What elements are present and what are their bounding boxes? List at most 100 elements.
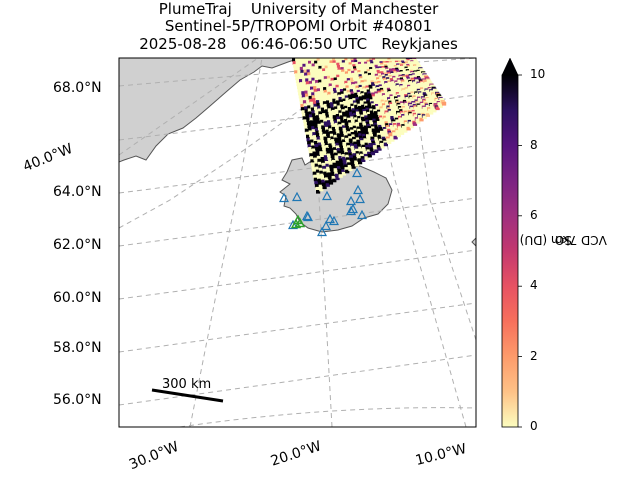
swath-pixel: [370, 151, 376, 156]
swath-pixel: [331, 175, 336, 180]
swath-pixel: [336, 148, 341, 152]
swath-pixel: [349, 155, 354, 159]
swath-pixel: [367, 128, 373, 132]
swath-pixel: [335, 111, 340, 115]
swath-pixel: [361, 93, 366, 97]
swath-pixel: [364, 92, 369, 96]
swath-pixel: [422, 115, 427, 120]
swath-pixel: [366, 67, 371, 71]
swath-pixel: [319, 68, 324, 73]
swath-pixel: [357, 131, 362, 135]
swath-pixel: [338, 124, 343, 128]
swath-pixel: [357, 70, 362, 74]
swath-pixel: [343, 119, 349, 123]
swath-pixel: [362, 65, 367, 70]
swath-pixel: [316, 85, 321, 90]
swath-pixel: [331, 93, 336, 98]
swath-pixel: [340, 91, 345, 95]
swath-pixel: [308, 60, 313, 65]
swath-pixel: [351, 93, 356, 98]
swath-pixel: [325, 129, 330, 134]
swath-pixel: [370, 124, 375, 128]
swath-pixel: [352, 136, 357, 141]
swath-pixel: [358, 108, 363, 112]
swath-pixel: [320, 138, 325, 142]
swath-pixel: [340, 104, 345, 108]
swath-pixel: [313, 88, 318, 93]
swath-pixel: [343, 90, 348, 95]
swath-pixel: [327, 105, 332, 110]
colorbar-tick-6: 6: [530, 208, 538, 222]
swath-pixel: [329, 146, 334, 150]
swath-pixel: [389, 136, 394, 140]
swath-pixel: [311, 60, 316, 65]
swath-pixel: [339, 161, 344, 165]
swath-pixel: [345, 154, 350, 159]
swath-pixel: [369, 122, 375, 126]
swath-pixel: [362, 136, 367, 140]
swath-pixel: [382, 105, 387, 109]
swath-pixel: [311, 162, 316, 166]
swath-pixel: [329, 99, 334, 104]
swath-pixel: [338, 138, 343, 143]
swath-pixel: [334, 80, 339, 84]
swath-pixel: [331, 159, 337, 164]
swath-pixel: [376, 143, 381, 147]
swath-pixel: [353, 77, 358, 81]
swath-pixel: [343, 66, 348, 71]
swath-pixel: [371, 105, 376, 109]
swath-pixel: [338, 110, 343, 114]
swath-pixel: [328, 70, 333, 75]
swath-pixel: [325, 112, 330, 116]
swath-pixel: [358, 94, 363, 98]
swath-pixel: [377, 100, 382, 105]
swath-pixel: [310, 120, 315, 124]
swath-pixel: [309, 98, 314, 103]
swath-pixel: [328, 125, 333, 130]
swath-pixel: [378, 82, 383, 87]
swath-pixel: [320, 119, 325, 124]
swath-pixel: [309, 136, 314, 140]
swath-pixel: [344, 167, 349, 171]
swath-pixel: [327, 175, 332, 179]
swath-pixel: [295, 79, 301, 84]
volcano-triangle-icon: [317, 226, 327, 237]
swath-pixel: [344, 105, 349, 110]
swath-pixel: [324, 124, 329, 128]
swath-pixel: [350, 79, 355, 84]
swath-pixel: [369, 97, 374, 101]
swath-pixel: [306, 87, 312, 91]
swath-pixel: [336, 116, 341, 121]
swath-pixel: [378, 138, 383, 143]
swath-pixel: [355, 64, 360, 68]
swath-pixel: [316, 155, 321, 160]
swath-pixel: [358, 82, 363, 87]
swath-pixel: [361, 82, 366, 86]
swath-pixel: [348, 150, 353, 154]
swath-pixel: [346, 102, 351, 106]
swath-pixel: [350, 160, 355, 164]
swath-pixel: [316, 118, 321, 122]
swath-pixel: [317, 158, 322, 163]
swath-pixel: [320, 104, 325, 109]
swath-pixel: [372, 76, 377, 80]
swath-pixel: [347, 164, 352, 169]
swath-pixel: [366, 149, 371, 153]
swath-pixel: [353, 88, 358, 93]
swath-pixel: [369, 76, 374, 81]
swath-pixel: [303, 119, 308, 123]
swath-pixel: [314, 94, 320, 99]
swath-pixel: [349, 64, 354, 68]
swath-pixel: [358, 120, 363, 124]
swath-pixel: [380, 142, 385, 147]
swath-pixel: [352, 125, 357, 130]
swath-pixel: [360, 127, 365, 131]
swath-pixel: [361, 106, 366, 111]
swath-pixel: [326, 135, 331, 139]
swath-pixel: [359, 58, 364, 62]
swath-pixel: [373, 109, 378, 113]
swath-pixel: [371, 140, 376, 145]
greenland-land: [119, 58, 301, 163]
swath-pixel: [370, 90, 375, 95]
swath-pixel: [300, 107, 306, 111]
